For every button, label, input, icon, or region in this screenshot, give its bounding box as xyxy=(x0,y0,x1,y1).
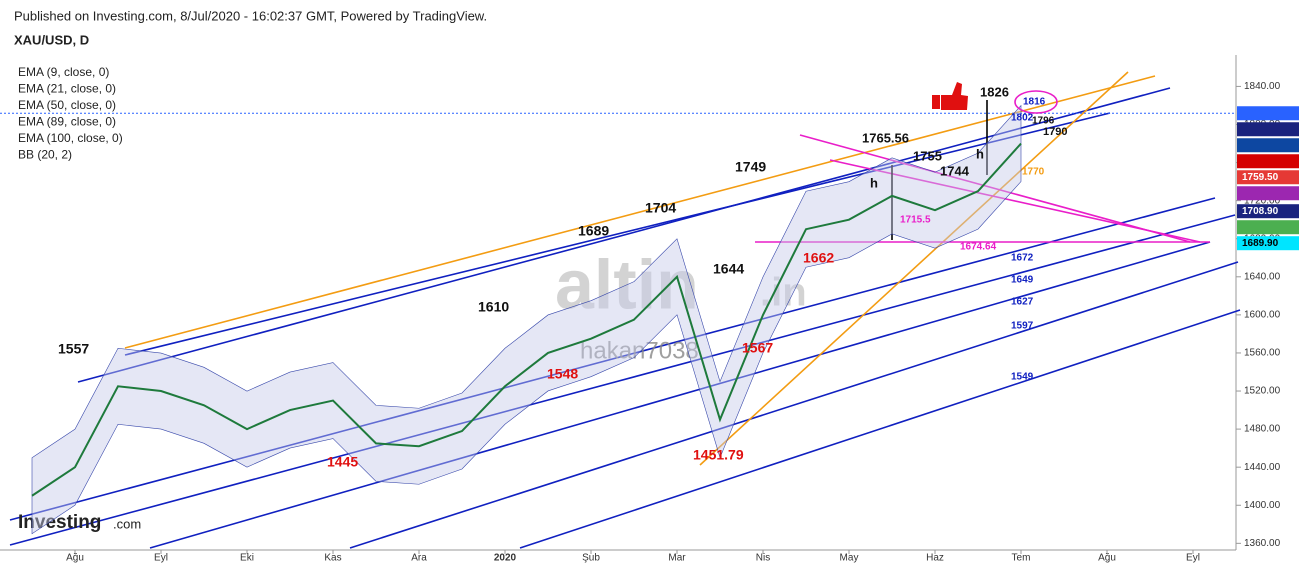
price-tag-label: 1759.50 xyxy=(1242,172,1279,183)
legend-entry: EMA (9, close, 0) xyxy=(18,65,109,79)
x-tick-label: Kas xyxy=(324,553,341,564)
legend-entry: EMA (89, close, 0) xyxy=(18,115,116,129)
price-tag xyxy=(1237,154,1299,169)
annotation: 1689 xyxy=(578,223,609,239)
watermark: Investing xyxy=(18,512,101,533)
x-tick-label: May xyxy=(840,553,859,564)
price-line xyxy=(31,142,1022,497)
annotation: h xyxy=(870,175,878,190)
trendline xyxy=(349,261,1239,549)
annotation: 1674.64 xyxy=(960,242,997,253)
price-tag xyxy=(1237,122,1299,137)
highlight-circle xyxy=(1014,90,1058,114)
y-tick-label: 1440.00 xyxy=(1244,462,1281,473)
trendlines xyxy=(0,71,1241,549)
y-tick-label: 1560.00 xyxy=(1244,348,1281,359)
y-tick-label: 1720.00 xyxy=(1244,195,1281,206)
trendline xyxy=(519,309,1241,549)
legend-entry: EMA (21, close, 0) xyxy=(18,82,116,96)
price-tag xyxy=(1237,236,1299,251)
price-tag xyxy=(1237,186,1299,201)
y-tick-label: 1640.00 xyxy=(1244,271,1281,282)
symbol: XAU/USD, D xyxy=(14,32,89,47)
trendline xyxy=(9,197,1216,521)
annotation: 1644 xyxy=(713,261,744,277)
annotation: 1557 xyxy=(58,341,89,357)
x-tick-label: 2020 xyxy=(494,553,517,564)
x-tick-label: Nis xyxy=(756,553,770,564)
thumb-icon xyxy=(932,82,968,110)
x-tick-label: Eyl xyxy=(154,553,168,564)
annotation: 1567 xyxy=(742,340,773,356)
price-tag xyxy=(1237,106,1299,121)
legend-entry: BB (20, 2) xyxy=(18,148,72,162)
watermark: hakan7038 xyxy=(580,337,699,364)
x-tick-label: Eki xyxy=(240,553,254,564)
x-tick-label: Eyl xyxy=(1186,553,1200,564)
annotation: 1796 xyxy=(1032,116,1055,127)
trendline xyxy=(699,71,1129,466)
price-tag-label: 1708.90 xyxy=(1242,206,1279,217)
legend-entry: EMA (100, close, 0) xyxy=(18,131,123,145)
annotation: 1816 xyxy=(1023,97,1046,108)
y-tick-label: 1600.00 xyxy=(1244,310,1281,321)
x-tick-label: Mar xyxy=(668,553,686,564)
y-tick-label: 1840.00 xyxy=(1244,81,1281,92)
annotation: 1672 xyxy=(1011,253,1034,264)
price-tag xyxy=(1237,138,1299,153)
y-tick-label: 1480.00 xyxy=(1244,424,1281,435)
annotation: 1765.56 xyxy=(862,130,909,145)
y-tick-label: 1400.00 xyxy=(1244,500,1281,511)
annotation: 1662 xyxy=(803,250,834,266)
annotation: 1826 xyxy=(980,84,1009,99)
annotation: 1610 xyxy=(478,299,509,315)
annotation: 1549 xyxy=(1011,372,1034,383)
x-tick-label: Şub xyxy=(582,553,600,564)
trendline xyxy=(124,112,1111,356)
annotation: 1548 xyxy=(547,366,578,382)
x-tick-label: Ağu xyxy=(1098,553,1116,564)
annotation: 1770 xyxy=(1022,167,1045,178)
published-note: Published on Investing.com, 8/Jul/2020 -… xyxy=(14,8,487,23)
y-tick-label: 1520.00 xyxy=(1244,386,1281,397)
annotation: 1790 xyxy=(1043,126,1067,138)
price-tag xyxy=(1237,220,1299,235)
annotation: 1715.5 xyxy=(900,215,931,226)
trendline xyxy=(149,241,1211,549)
watermark: .com xyxy=(113,516,141,531)
price-tag-label: 1689.90 xyxy=(1242,238,1279,249)
x-tick-label: Haz xyxy=(926,553,944,564)
thumb-cuff xyxy=(932,95,940,109)
annotation: 1802 xyxy=(1011,113,1034,124)
legend-entry: EMA (50, close, 0) xyxy=(18,98,116,112)
annotation: 1445 xyxy=(327,454,358,470)
trendline xyxy=(124,75,1156,349)
x-tick-label: Ağu xyxy=(66,553,84,564)
annotation: 1704 xyxy=(645,200,676,216)
price-tag xyxy=(1237,170,1299,185)
annotation: 1597 xyxy=(1011,321,1034,332)
x-tick-label: Tem xyxy=(1012,553,1031,564)
thumb-hand xyxy=(941,82,968,110)
annotation: 1744 xyxy=(940,163,970,178)
annotation: 1755 xyxy=(913,148,942,163)
trendline xyxy=(9,214,1236,546)
trendline xyxy=(77,87,1171,383)
annotation: 1451.79 xyxy=(693,447,744,463)
annotation: 1627 xyxy=(1011,297,1034,308)
bollinger-band xyxy=(31,104,1022,535)
x-tick-label: Ara xyxy=(411,553,427,564)
annotation: 1749 xyxy=(735,159,766,175)
annotation: 1649 xyxy=(1011,275,1034,286)
trendline xyxy=(799,134,1191,243)
y-tick-label: 1360.00 xyxy=(1244,538,1281,549)
price-tag xyxy=(1237,204,1299,219)
annotation: h xyxy=(976,146,984,161)
